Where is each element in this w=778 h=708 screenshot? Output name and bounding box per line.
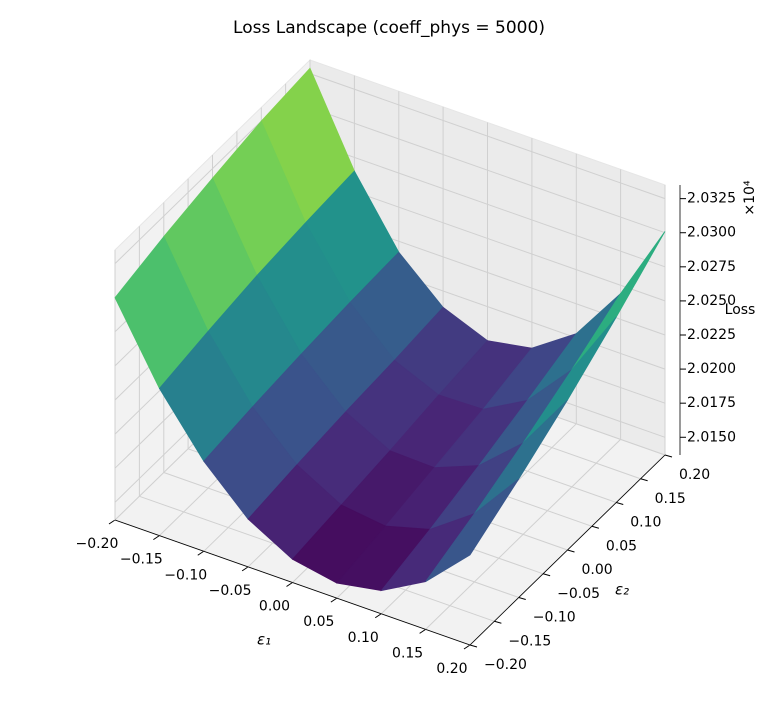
z-axis-label: Loss <box>725 302 756 318</box>
y-tick <box>640 478 648 482</box>
x-tick-label: −0.15 <box>120 552 163 568</box>
y-tick-label: −0.05 <box>557 586 600 602</box>
chart-title: Loss Landscape (coeff_phys = 5000) <box>233 18 545 38</box>
x-tick-label: 0.20 <box>436 661 467 677</box>
y-tick-label: 0.00 <box>582 562 613 578</box>
z-offset-label: ×10⁴ <box>742 180 758 216</box>
x-tick-label: −0.20 <box>76 536 119 552</box>
y-tick <box>542 573 551 577</box>
x-tick <box>241 566 249 572</box>
y-tick <box>469 644 478 648</box>
x-tick <box>108 519 116 525</box>
z-tick-label: 2.0300 <box>687 225 736 241</box>
y-tick-label: 0.05 <box>606 538 637 554</box>
y-tick <box>664 454 673 458</box>
x-tick <box>286 582 293 587</box>
y-tick-label: −0.15 <box>508 633 551 649</box>
y-tick <box>591 525 600 529</box>
x-axis-label: ε₁ <box>257 631 271 649</box>
x-tick <box>463 644 471 650</box>
z-tick-label: 2.0200 <box>687 361 736 377</box>
y-axis-line <box>469 454 666 646</box>
surface <box>114 67 666 592</box>
x-tick-label: −0.10 <box>164 567 207 583</box>
y-tick <box>494 620 502 624</box>
z-tick-label: 2.0325 <box>687 191 736 207</box>
y-tick <box>567 549 575 553</box>
x-tick-label: −0.05 <box>209 583 252 599</box>
y-tick-label: −0.10 <box>533 610 576 626</box>
x-tick <box>197 550 205 556</box>
y-axis-label: ε₂ <box>615 581 629 599</box>
y-tick-label: 0.20 <box>679 467 710 483</box>
z-tick-label: 2.0250 <box>687 293 736 309</box>
y-tick-label: 0.15 <box>655 491 686 507</box>
x-tick <box>153 535 160 541</box>
surface-patch <box>425 478 520 582</box>
x-tick <box>330 597 338 603</box>
z-tick-label: 2.0225 <box>687 327 736 343</box>
x-tick-label: 0.15 <box>392 645 423 661</box>
z-tick-label: 2.0175 <box>687 395 736 411</box>
y-tick <box>518 597 526 600</box>
x-tick <box>419 628 426 634</box>
y-tick-label: 0.10 <box>630 515 661 531</box>
y-tick <box>616 502 624 505</box>
x-tick-label: 0.05 <box>303 614 334 630</box>
z-tick-label: 2.0150 <box>687 429 736 445</box>
x-tick <box>374 613 382 619</box>
x-tick-label: 0.10 <box>348 630 379 646</box>
x-axis-line <box>114 519 471 646</box>
y-tick-label: −0.20 <box>484 657 527 673</box>
z-tick-label: 2.0275 <box>687 259 736 275</box>
x-tick-label: 0.00 <box>259 599 290 615</box>
